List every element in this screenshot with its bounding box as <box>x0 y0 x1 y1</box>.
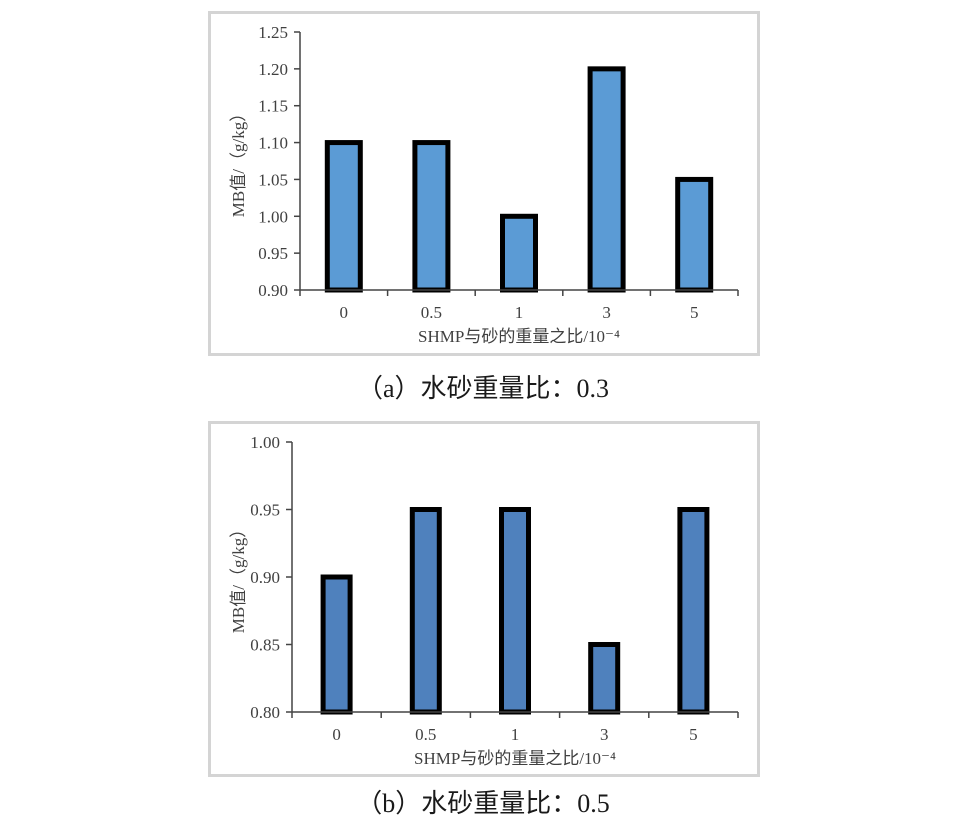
y-tick-label: 0.85 <box>250 636 280 655</box>
y-tick-label: 0.90 <box>250 568 280 587</box>
x-tick-label: 3 <box>600 725 609 744</box>
y-tick-label: 0.90 <box>258 281 288 300</box>
x-tick-label: 1 <box>511 725 520 744</box>
bar <box>324 140 363 293</box>
x-tick-label: 0.5 <box>415 725 436 744</box>
bar <box>587 66 626 293</box>
y-tick-label: 0.95 <box>258 244 288 263</box>
x-tick-label: 5 <box>689 725 698 744</box>
y-tick-label: 1.20 <box>258 60 288 79</box>
chart-a: 0.90 0.95 1.00 1.05 1.10 1.15 1.20 1.25 0 0.5 1 3 5 S… <box>229 23 739 346</box>
x-tick-label: 0 <box>332 725 341 744</box>
y-tick-label: 1.15 <box>258 97 288 116</box>
x-tick-label: 0.5 <box>421 303 442 322</box>
bar <box>675 176 714 293</box>
bar <box>409 507 442 715</box>
chart-panel-a: 0.90 0.95 1.00 1.05 1.10 1.15 1.20 1.25 0 0.5 1 3 5 S… <box>208 11 760 356</box>
caption-b: （b）水砂重量比：0.5 <box>356 789 610 818</box>
x-tick-label: 5 <box>690 303 699 322</box>
x-axis-title: SHMP与砂的重量之比/10⁻⁴ <box>418 327 620 346</box>
x-axis-title: SHMP与砂的重量之比/10⁻⁴ <box>414 749 616 768</box>
chart-panel-b: 0.80 0.85 0.90 0.95 1.00 0 0.5 1 3 5 SHMP与砂的重量之比/1… <box>208 421 760 777</box>
y-axis-title: MB值/（g/kg） <box>229 105 248 217</box>
y-tick-label: 1.10 <box>258 134 288 153</box>
y-tick-label: 0.95 <box>250 501 280 520</box>
y-tick-label: 1.05 <box>258 170 288 189</box>
bar <box>412 140 451 293</box>
bar <box>320 574 353 715</box>
bar <box>500 213 538 293</box>
y-tick-label: 1.00 <box>258 207 288 226</box>
x-tick-label: 1 <box>515 303 524 322</box>
bar <box>677 507 710 715</box>
chart-b: 0.80 0.85 0.90 0.95 1.00 0 0.5 1 3 5 SHMP与砂的重量之比/1… <box>229 433 739 768</box>
y-tick-label: 1.25 <box>258 23 288 42</box>
y-axis-title: MB值/（g/kg） <box>229 521 248 633</box>
x-tick-label: 0 <box>340 303 349 322</box>
x-tick-label: 3 <box>602 303 611 322</box>
bar <box>588 642 621 715</box>
y-tick-label: 1.00 <box>250 433 280 452</box>
bar <box>499 507 531 715</box>
y-tick-label: 0.80 <box>250 703 280 722</box>
caption-a: （a）水砂重量比：0.3 <box>356 374 610 403</box>
